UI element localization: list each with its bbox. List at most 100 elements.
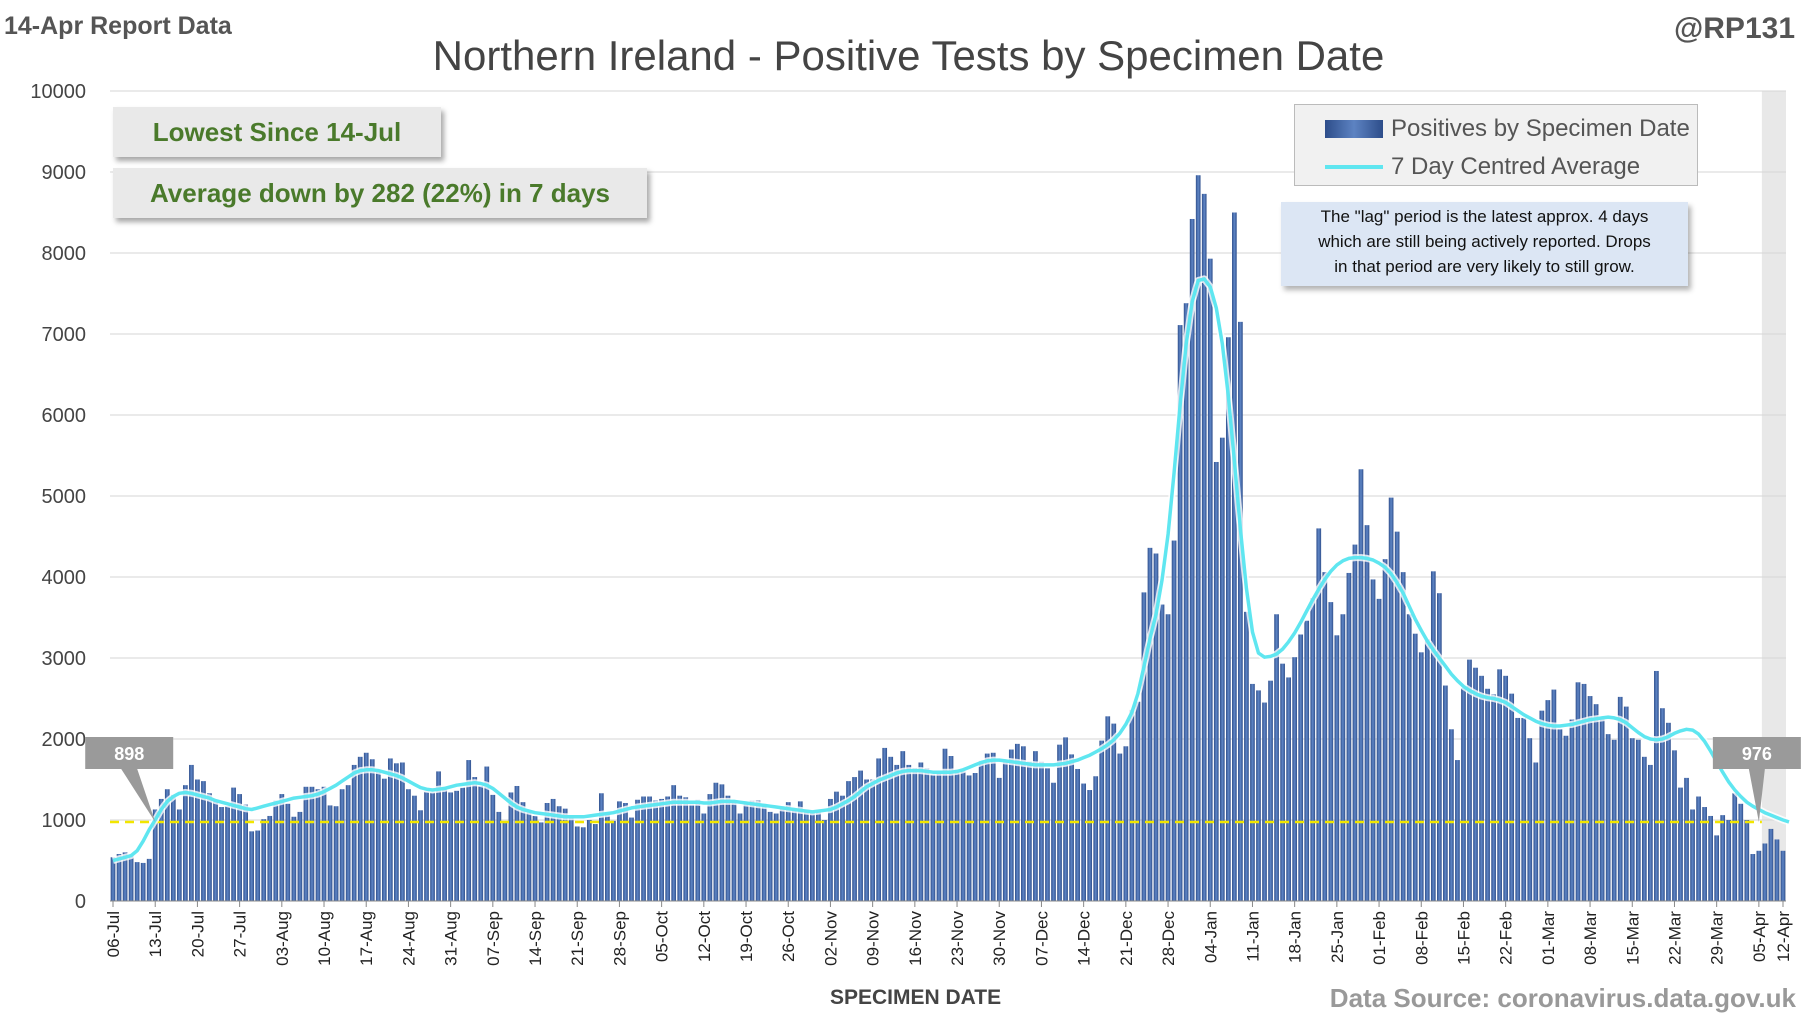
data-bar [1660, 708, 1665, 901]
data-bar [647, 796, 652, 901]
y-tick-label: 4000 [42, 567, 87, 589]
data-bar [1027, 761, 1032, 901]
data-bar [520, 802, 526, 901]
x-tick-label: 07-Sep [484, 911, 503, 966]
data-bar [1129, 709, 1135, 901]
x-tick-label: 16-Nov [906, 911, 925, 966]
lag-note-line: The "lag" period is the latest approx. 4… [1320, 207, 1649, 226]
data-bar [972, 773, 978, 901]
data-bar [598, 793, 604, 901]
data-bar [1750, 854, 1756, 901]
data-bar [641, 796, 646, 901]
data-bar [1436, 593, 1442, 901]
data-bar [1527, 738, 1533, 901]
x-tick-label: 10-Aug [315, 911, 334, 966]
data-bar [942, 748, 948, 901]
data-bar [315, 789, 321, 901]
data-bar [1412, 633, 1418, 901]
data-bar [707, 794, 713, 901]
data-bar [1171, 540, 1177, 901]
data-bar [460, 787, 466, 901]
data-bar [496, 811, 502, 901]
data-bar [134, 862, 140, 901]
data-bar [1219, 437, 1225, 901]
x-tick-label: 03-Aug [273, 911, 292, 966]
data-bar [960, 771, 966, 901]
data-bar [1666, 722, 1671, 901]
data-bar [1455, 760, 1460, 901]
data-bar [442, 789, 447, 901]
data-bar [1394, 531, 1400, 901]
x-tick-label: 13-Jul [146, 911, 165, 957]
data-bar [1708, 815, 1713, 901]
data-bar [170, 794, 176, 901]
data-bar [611, 820, 616, 901]
data-bar [1238, 321, 1243, 902]
data-bar [297, 811, 303, 901]
data-bar [870, 779, 875, 901]
callout-average: Average down by 282 (22%) in 7 days [113, 168, 647, 218]
x-tick-label: 12-Oct [695, 911, 714, 962]
data-bar [357, 756, 363, 901]
x-tick-label: 28-Dec [1159, 911, 1178, 966]
data-bar [1153, 553, 1159, 901]
data-bar [128, 855, 134, 901]
lag-note: The "lag" period is the latest approx. 4… [1281, 202, 1688, 286]
data-bar [309, 786, 315, 901]
data-bar [605, 812, 610, 901]
data-bar [490, 794, 496, 901]
data-bar [629, 817, 634, 901]
data-bar [1316, 528, 1322, 901]
data-bar [1213, 461, 1219, 901]
data-bar [508, 792, 514, 901]
data-bar [689, 804, 695, 901]
data-bar [1485, 688, 1490, 901]
data-bar [1449, 729, 1454, 901]
average-line [112, 277, 1790, 863]
data-bar [1509, 693, 1515, 901]
data-bar [846, 781, 851, 901]
callout-lowest-text: Lowest Since 14-Jul [152, 116, 402, 147]
data-bar [1611, 739, 1617, 901]
value-marker [1712, 736, 1801, 822]
data-bar [1021, 746, 1026, 901]
data-bar [701, 813, 707, 901]
data-bar [1684, 777, 1689, 901]
x-tick-label: 14-Dec [1075, 911, 1094, 966]
data-bar [400, 762, 405, 901]
data-bar [1105, 716, 1111, 901]
data-bar [1623, 706, 1629, 901]
data-bar [580, 827, 586, 901]
data-bar [556, 806, 562, 901]
data-bar [719, 784, 725, 901]
data-bar [1364, 525, 1370, 901]
data-bar [406, 789, 411, 901]
data-bar [1443, 685, 1448, 901]
data-bar [767, 811, 773, 901]
data-bar [1063, 737, 1068, 901]
data-bar [876, 758, 882, 901]
data-bar [1087, 790, 1093, 901]
data-bar [532, 815, 538, 901]
data-bar [1045, 768, 1050, 901]
data-bar [1232, 212, 1237, 901]
data-bar [900, 751, 906, 901]
data-bar [213, 799, 218, 901]
data-bar [803, 809, 809, 901]
data-bar [1159, 604, 1165, 901]
data-bar [1406, 614, 1412, 901]
y-tick-label: 3000 [42, 648, 87, 670]
data-bar [888, 756, 894, 901]
data-bar [1280, 663, 1285, 901]
x-tick-label: 07-Dec [1032, 911, 1051, 966]
data-bar [279, 794, 285, 901]
data-bar [502, 822, 508, 901]
data-bar [1539, 710, 1545, 901]
data-bar [1551, 689, 1557, 901]
data-bar [1641, 756, 1647, 901]
x-tick-label: 02-Nov [821, 911, 840, 966]
data-bar [1123, 746, 1129, 901]
data-bar [369, 759, 375, 901]
report-label: 14-Apr Report Data [4, 12, 232, 40]
data-bar [466, 760, 472, 901]
